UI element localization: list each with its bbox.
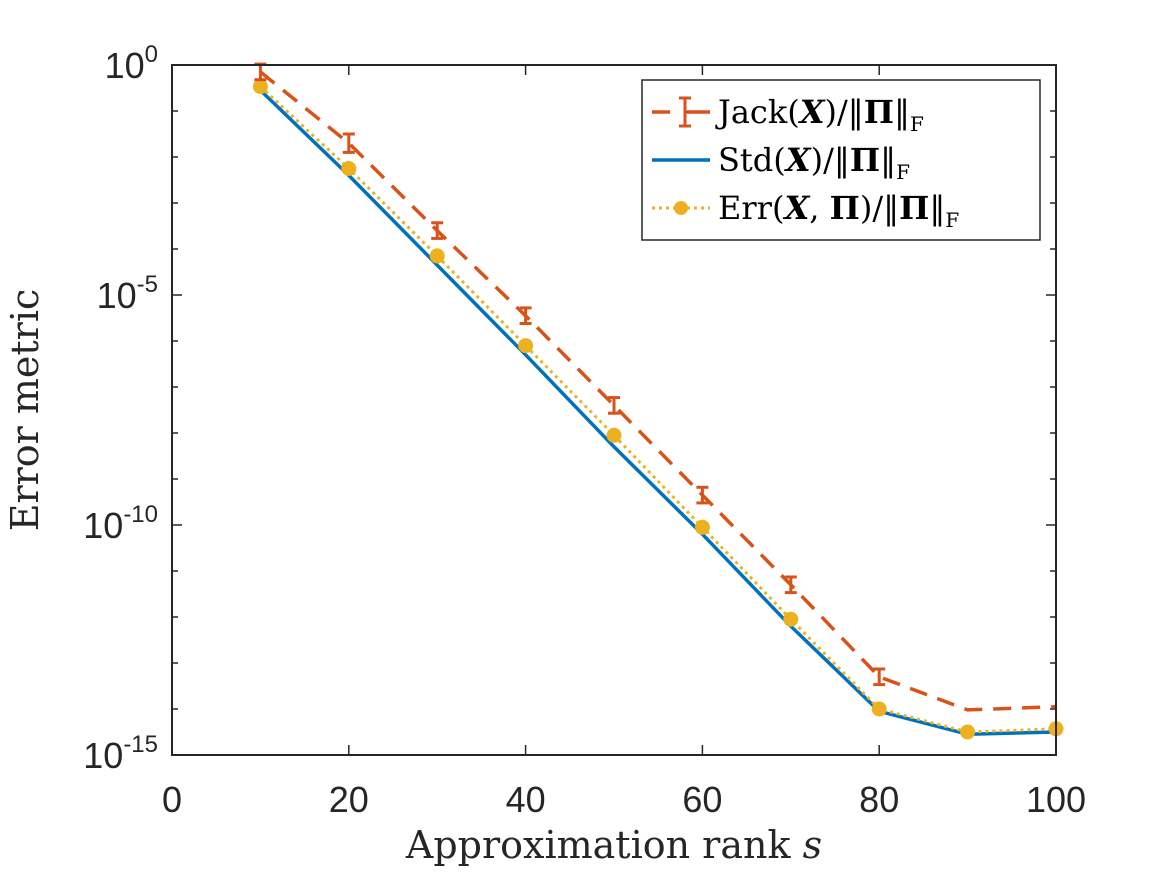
err-series-marker [783, 611, 799, 627]
x-tick-label: 40 [506, 779, 546, 820]
legend: Jack(X)/‖Π‖F Std(X)/‖Π‖F Err(X, Π)/‖Π‖F [641, 79, 1041, 241]
x-tick-label: 100 [1026, 779, 1086, 820]
x-tick-label: 20 [329, 779, 369, 820]
y-tick-label: 100 [105, 41, 158, 86]
err-series-marker [960, 724, 976, 740]
err-series-line [259, 85, 1057, 734]
std-series-line [259, 89, 1057, 737]
legend-entry-1: Std(X)/‖Π‖F [652, 141, 910, 184]
y-tick-label: 10-10 [83, 501, 158, 546]
x-axis-label: Approximation rank s [405, 823, 822, 867]
x-tick-labels: 0 20 40 60 80 100 [162, 779, 1086, 820]
err-series-marker [871, 701, 887, 717]
legend-entry-0: Jack(X)/‖Π‖F [652, 93, 924, 136]
err-series-marker [429, 248, 445, 264]
err-series-marker [341, 161, 357, 176]
x-tick-label: 80 [859, 779, 899, 820]
y-axis-label: Error metric [3, 289, 47, 532]
jack-series-line [259, 70, 1057, 712]
x-tick-label: 60 [682, 779, 722, 820]
err-series-marker [252, 79, 268, 95]
legend-swatch [674, 201, 688, 215]
y-tick-label: 10-5 [97, 271, 158, 316]
err-series-marker [606, 427, 622, 443]
err-series-marker [518, 338, 534, 354]
legend-label: Std(X)/‖Π‖F [718, 141, 910, 184]
x-tick-label: 0 [162, 779, 182, 820]
legend-label: Jack(X)/‖Π‖F [715, 93, 924, 136]
legend-label: Err(X, Π)/‖Π‖F [718, 189, 959, 232]
series-2 [252, 79, 1064, 740]
legend-entry-2: Err(X, Π)/‖Π‖F [652, 189, 959, 232]
y-tick-labels: 100 10-5 10-10 10-15 [83, 41, 158, 776]
err-series-marker [694, 519, 710, 535]
plot-frame [171, 64, 1057, 756]
y-tick-label: 10-15 [83, 731, 158, 776]
series-1 [259, 89, 1057, 737]
